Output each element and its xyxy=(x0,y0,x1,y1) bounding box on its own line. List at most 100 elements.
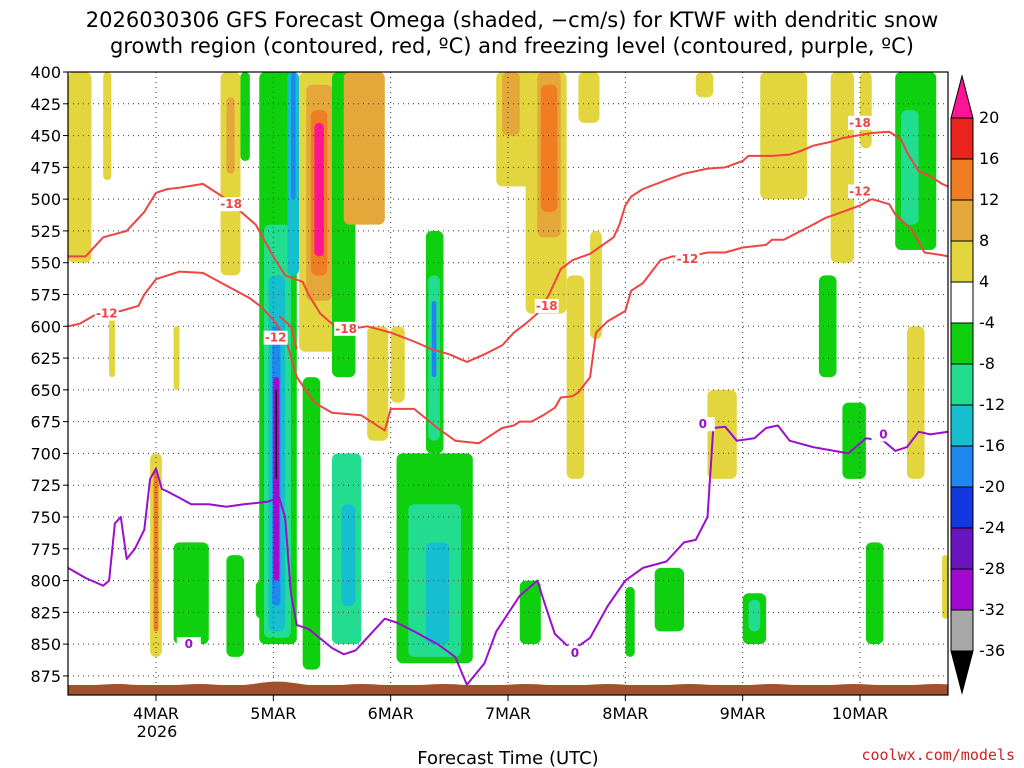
colorbar-swatch xyxy=(950,322,974,365)
contour-label-bg xyxy=(562,646,587,661)
plot-area: -18 -18 -18 -18 -12 -12 -12 -12 0 0 0 0 xyxy=(67,71,949,696)
y-tick-label: 550 xyxy=(30,254,61,273)
omega-region-36 xyxy=(390,326,405,403)
y-tick-label: 825 xyxy=(30,603,61,622)
omega-region-6 xyxy=(173,542,209,645)
colorbar-swatch xyxy=(950,404,974,447)
omega-region-27 xyxy=(341,504,356,606)
y-axis: 400 425 450 475 500 525 550 575 600 625 650 675 700 7… xyxy=(30,63,68,686)
x-axis: 4MAR 5MAR 6MAR 7MAR 8MAR 9MAR 10MAR xyxy=(133,695,888,723)
colorbar-label: -36 xyxy=(979,641,1005,660)
omega-region-51 xyxy=(748,599,761,632)
colorbar-swatch xyxy=(950,199,974,242)
colorbar-label: 4 xyxy=(979,272,989,291)
contour-label-bg xyxy=(176,637,201,652)
omega-region-2 xyxy=(109,313,115,378)
colorbar-label: -8 xyxy=(979,354,995,373)
omega-region-42 xyxy=(566,275,585,479)
omega-region-46 xyxy=(625,586,635,657)
omega-region-17 xyxy=(275,389,277,479)
y-tick-label: 800 xyxy=(30,572,61,591)
contour-label: -18 xyxy=(849,116,871,130)
omega-region-54 xyxy=(818,275,837,378)
colorbar-label: -28 xyxy=(979,559,1005,578)
y-tick-label: 775 xyxy=(30,540,61,559)
x-tick-label: 6MAR xyxy=(368,704,414,723)
omega-region-58 xyxy=(901,110,919,225)
contour-label: 0 xyxy=(879,427,887,441)
colorbar-label: 20 xyxy=(979,108,999,127)
contour-label: 0 xyxy=(699,417,707,431)
colorbar-swatch xyxy=(950,281,974,324)
omega-region-10 xyxy=(226,97,235,174)
contour-label-bg xyxy=(848,184,872,199)
colorbar-swatch xyxy=(950,445,974,488)
omega-region-29 xyxy=(367,326,389,441)
x-tick-label: 10MAR xyxy=(832,704,888,723)
contour-label-bg xyxy=(690,417,715,432)
contour-label: -18 xyxy=(536,299,558,313)
omega-region-56 xyxy=(865,542,884,645)
colorbar-swatch xyxy=(950,609,974,652)
omega-region-0 xyxy=(68,72,92,263)
omega-region-48 xyxy=(695,72,714,98)
colorbar-label: 8 xyxy=(979,231,989,250)
contour-label-bg xyxy=(534,298,559,313)
colorbar: 20 16 12 8 4 -4 -8 -12 -16 -20 -24 -28 -32 -36 xyxy=(950,74,1005,695)
colorbar-swatch xyxy=(950,363,974,406)
y-tick-label: 850 xyxy=(30,635,61,654)
colorbar-swatch xyxy=(950,240,974,283)
y-tick-label: 475 xyxy=(30,158,61,177)
contour-line xyxy=(67,198,949,445)
colorbar-label: -20 xyxy=(979,477,1005,496)
colorbar-swatch xyxy=(950,117,974,160)
chart-title-line1: 2026030306 GFS Forecast Omega (shaded, −… xyxy=(86,8,939,32)
y-tick-label: 575 xyxy=(30,286,61,305)
y-tick-label: 450 xyxy=(30,127,61,146)
contour-label: -12 xyxy=(96,307,118,321)
contour-label-bg xyxy=(334,321,359,336)
y-tick-label: 875 xyxy=(30,667,61,686)
terrain-fill xyxy=(68,681,948,695)
omega-region-25 xyxy=(302,377,321,670)
contour-label: 0 xyxy=(185,637,193,651)
omega-region-23 xyxy=(314,122,324,257)
y-tick-label: 525 xyxy=(30,222,61,241)
y-tick-label: 400 xyxy=(30,63,61,82)
x-axis-label: Forecast Time (UTC) xyxy=(417,748,598,768)
colorbar-label: -4 xyxy=(979,313,995,332)
omega-region-35 xyxy=(431,300,437,378)
y-tick-label: 625 xyxy=(30,349,61,368)
colorbar-label: 16 xyxy=(979,149,999,168)
contour-label: -12 xyxy=(849,185,871,199)
y-tick-label: 425 xyxy=(30,95,61,114)
contour-label: 0 xyxy=(571,646,579,660)
x-tick-label: 8MAR xyxy=(602,704,648,723)
omega-region-45 xyxy=(519,580,541,645)
omega-region-61 xyxy=(860,72,872,149)
omega-region-59 xyxy=(906,326,925,479)
colorbar-bottom-arrow xyxy=(950,650,974,695)
x-tick-label: 9MAR xyxy=(720,704,766,723)
contour-label-bg xyxy=(94,306,119,321)
y-tick-label: 675 xyxy=(30,413,61,432)
contour-label: -18 xyxy=(220,197,242,211)
contours: -18 -18 -18 -18 -12 -12 -12 -12 0 0 0 0 xyxy=(67,115,949,686)
colorbar-swatch xyxy=(950,568,974,611)
omega-region-5 xyxy=(153,472,159,632)
colorbar-swatch xyxy=(950,158,974,201)
colorbar-label: -16 xyxy=(979,436,1005,455)
colorbar-label: 12 xyxy=(979,190,999,209)
colorbar-label: -24 xyxy=(979,518,1005,537)
chart-title-line2: growth region (contoured, red, ºC) and f… xyxy=(110,34,914,58)
x-tick-label: 5MAR xyxy=(250,704,296,723)
contour-label-bg xyxy=(219,197,244,212)
omega-region-47 xyxy=(654,567,684,632)
source-credit: coolwx.com/models xyxy=(861,746,1015,764)
omega-region-32 xyxy=(425,542,450,645)
omega-region-11 xyxy=(240,72,250,161)
contour-line xyxy=(67,424,949,686)
omega-region-43 xyxy=(578,72,600,123)
contour-line xyxy=(278,315,298,350)
contour-label-bg xyxy=(871,427,896,442)
